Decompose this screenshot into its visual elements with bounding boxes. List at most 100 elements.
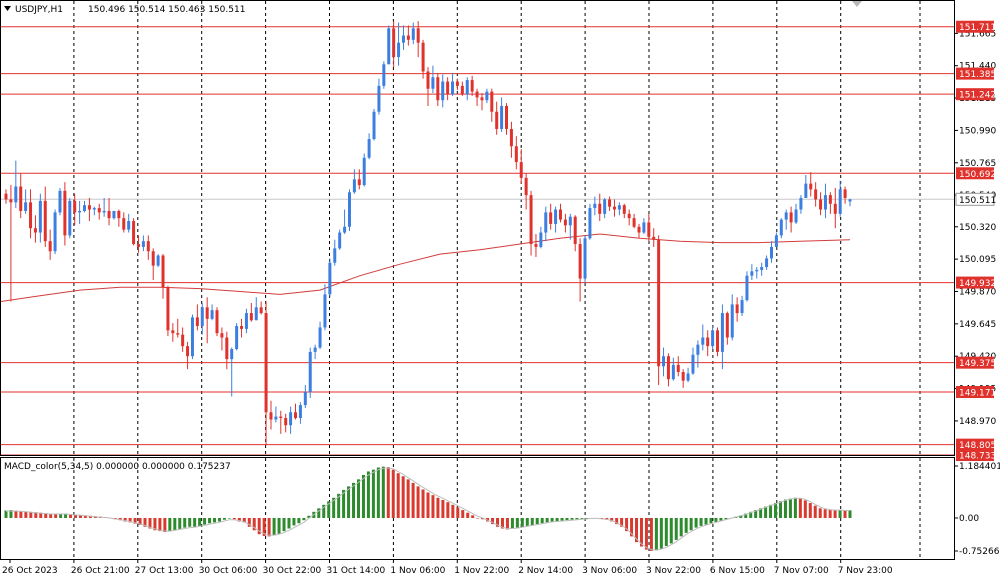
macd-bar [451,504,455,518]
macd-bar [9,510,13,518]
symbol-label[interactable]: USDJPY,H1 [15,5,63,15]
candle-body [681,372,685,381]
macd-bar [78,514,82,518]
candle-body [225,337,229,360]
macd-bar [178,517,182,529]
x-tick-label: 1 Nov 22:00 [454,566,509,576]
candle-body [558,209,562,220]
candle-body [760,267,764,270]
candle-body [269,412,273,420]
candle-body [500,105,504,129]
level-tag [956,356,994,369]
macd-bar [833,510,837,518]
candle-body [58,190,62,213]
candle-body [608,199,612,207]
candle-body [230,349,234,360]
price-tags: 151.711 151.385 151.242 150.692 149.932 149.3… [955,20,996,462]
candle-body [249,313,253,321]
current-price-tag-label: 150.511 [959,196,996,206]
x-tick-label: 6 Nov 15:00 [710,566,765,576]
candle-body [701,337,705,345]
macd-bar [500,517,504,529]
candle-body [568,216,572,226]
candle-body [102,210,106,213]
macd-bar [401,476,405,518]
macd-bar [689,517,693,531]
macd-bar [803,500,807,518]
macd-bar [848,510,852,518]
candle-body [406,35,410,40]
candle-body [446,81,450,95]
macd-bar [416,486,420,518]
macd-bar [630,517,634,537]
candle-body [612,206,616,210]
macd-bar [744,513,748,518]
macd-bar [585,517,589,519]
candle-body [303,392,307,406]
macd-bar [232,517,236,520]
candle-body [220,333,224,338]
candle-body [392,28,396,58]
symbol-dropdown-icon[interactable] [4,6,11,11]
x-tick-label: 30 Oct 06:00 [199,566,258,576]
candle-body [215,310,219,334]
chart-header: USDJPY,H1 150.496 150.514 150.463 150.51… [4,5,245,15]
macd-bar [798,498,802,518]
macd-bar [148,517,152,529]
current-price-tag [955,192,995,206]
candle-body [347,192,351,227]
macd-bar [208,517,212,524]
candle-body [87,205,91,210]
candle-body [53,212,57,252]
macd-bar [828,510,832,518]
macd-bar [222,517,226,520]
candle-body [289,412,293,426]
candle-body [814,189,818,200]
level-tag [956,386,994,399]
macd-bar [813,505,817,518]
candle-body [171,330,175,334]
candle-body [622,205,626,214]
macd-bar [674,517,678,540]
y-tick-label: 150.765 [959,159,996,169]
macd-bar [198,517,202,526]
macd-bar [580,517,584,519]
macd-bar [714,517,718,522]
level-tag [956,449,994,461]
ohlc-values: 150.496 150.514 150.463 150.511 [88,5,245,15]
macd-bar [44,513,48,518]
macd-bar [247,517,251,527]
macd-bar [242,517,246,523]
macd-bar [406,479,410,518]
candle-body [63,190,67,236]
macd-bar [431,495,435,518]
candle-body [706,337,710,347]
macd-bar [327,501,331,518]
macd-bar [843,510,847,518]
macd-bar [203,517,207,525]
shift-marker-icon[interactable] [852,1,862,7]
macd-bar [193,517,197,527]
macd-bar [491,517,495,525]
macd-bar [252,517,256,531]
level-tag [956,67,994,80]
macd-bar [639,517,643,547]
candle-body [735,304,739,314]
candle-body [789,212,793,223]
candle-body [4,193,8,200]
macd-bar [88,515,92,518]
macd-bar [724,517,728,520]
candle-body [794,209,798,223]
candle-body [539,232,543,247]
candle-body [38,200,42,233]
candle-body [195,317,199,327]
macd-bar [783,499,787,518]
macd-bar [217,517,221,522]
macd-bar [535,517,539,525]
candle-body [112,210,116,219]
candle-body [117,210,121,219]
macd-bar [481,517,485,520]
candle-body [151,251,155,266]
